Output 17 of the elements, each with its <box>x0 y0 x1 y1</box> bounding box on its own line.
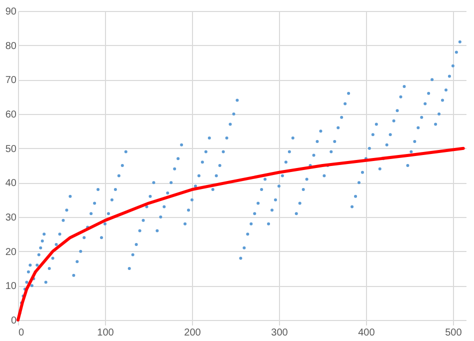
y-tick-label: 90 <box>5 6 17 18</box>
y-tick-label: 10 <box>5 281 17 292</box>
y-tick-label: 70 <box>5 75 17 86</box>
y-tick-label: 30 <box>5 212 17 224</box>
x-tick-label: 300 <box>271 328 288 338</box>
y-tick-label: 80 <box>5 40 17 52</box>
y-tick-label: 40 <box>5 178 17 190</box>
x-tick-label: 200 <box>184 328 202 338</box>
x-tick-label: 0 <box>18 328 24 338</box>
x-tick-label: 500 <box>445 328 462 338</box>
y-tick-label: 20 <box>5 246 17 258</box>
x-tick-label: 400 <box>358 328 376 338</box>
x-tick-label: 100 <box>97 328 114 338</box>
y-tick-label: 50 <box>5 144 17 155</box>
y-tick-label: 0 <box>10 316 17 326</box>
y-tick-label: 60 <box>5 110 17 120</box>
line-series <box>16 146 465 322</box>
